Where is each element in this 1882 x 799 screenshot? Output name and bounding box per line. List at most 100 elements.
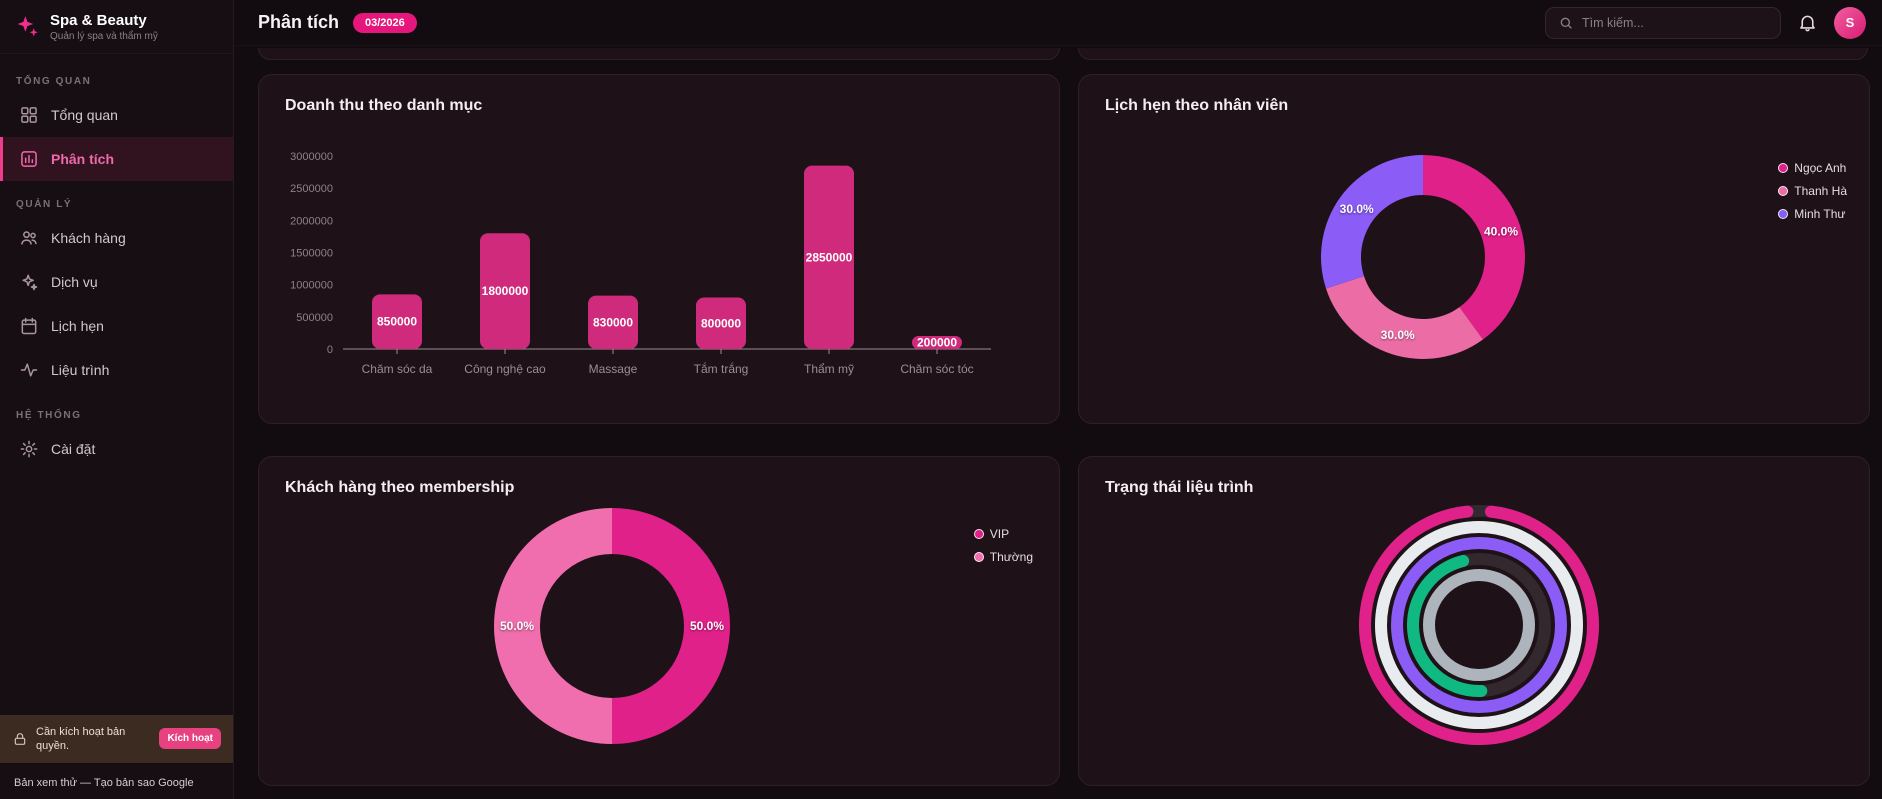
svg-text:830000: 830000 — [593, 315, 633, 329]
sidebar-item-khach-hang[interactable]: Khách hàng — [0, 216, 233, 260]
legend-label: Thường — [989, 550, 1033, 564]
revenue-bar-chart: 0 500000 1000000 1500000 2000000 2500000 30000… — [290, 151, 991, 376]
bell-icon — [1800, 15, 1815, 32]
activity-icon — [20, 363, 38, 377]
membership-card: Khách hàng theo membership 50.0% 50.0% VI… — [258, 456, 1060, 786]
staff-legend: Ngọc Anh Thanh Hà Minh Thư — [1778, 161, 1847, 221]
svg-text:850000: 850000 — [377, 315, 417, 329]
svg-text:50.0%: 50.0% — [690, 619, 724, 633]
sidebar-nav: TỔNG QUAN Tổng quan Phân tích — [0, 54, 233, 471]
scrolled-card-edge-right — [1078, 48, 1868, 60]
activate-button[interactable]: Kích hoạt — [159, 728, 221, 750]
nav-section-label-tong-quan: TỔNG QUAN — [16, 76, 92, 87]
svg-text:Công nghệ cao: Công nghệ cao — [464, 362, 546, 376]
sidebar-item-phan-tich[interactable]: Phân tích — [0, 137, 233, 181]
membership-legend: VIP Thường — [973, 527, 1033, 564]
legend-label: Thanh Hà — [1794, 184, 1847, 198]
nav-section-label-quan-ly: QUẢN LÝ — [16, 199, 73, 210]
svg-text:3000000: 3000000 — [290, 151, 333, 163]
users-icon — [21, 231, 37, 245]
content: Doanh thu theo danh mục 0 500000 1000000 15… — [234, 46, 1882, 799]
svg-text:1500000: 1500000 — [290, 248, 333, 260]
svg-text:200000: 200000 — [917, 336, 957, 350]
svg-text:Chăm sóc tóc: Chăm sóc tóc — [900, 362, 973, 376]
nav-item-label: Liệu trình — [51, 362, 110, 378]
search-input[interactable] — [1582, 15, 1768, 30]
legend-dot — [1778, 186, 1789, 196]
svg-text:0: 0 — [327, 344, 333, 356]
sidebar-item-lich-hen[interactable]: Lịch hẹn — [0, 304, 233, 348]
sidebar: Spa & Beauty Quản lý spa và thẩm mỹ TỔNG… — [0, 0, 234, 799]
nav-section-label-he-thong: HỆ THỐNG — [16, 410, 82, 421]
svg-text:Tắm trắng: Tắm trắng — [694, 361, 749, 376]
svg-text:1000000: 1000000 — [290, 280, 333, 292]
svg-text:500000: 500000 — [296, 312, 333, 324]
legend-item[interactable]: Ngọc Anh — [1778, 161, 1847, 175]
svg-text:1800000: 1800000 — [482, 284, 529, 298]
scrolled-card-edge-left — [258, 48, 1060, 60]
notifications-button[interactable] — [1797, 12, 1818, 33]
legend-dot — [973, 552, 984, 562]
membership-donut-chart: 50.0% 50.0% — [494, 508, 730, 744]
sidebar-item-lieu-trinh[interactable]: Liệu trình — [0, 348, 233, 392]
app-title: Spa & Beauty — [50, 11, 147, 29]
sidebar-item-tong-quan[interactable]: Tổng quan — [0, 93, 233, 137]
page-title: Phân tích — [258, 12, 340, 32]
app-tagline: Quản lý spa và thẩm mỹ — [50, 30, 158, 42]
topbar-right: S — [1545, 6, 1866, 39]
nav-item-label: Cài đặt — [51, 441, 96, 457]
card-title: Trạng thái liệu trình — [1105, 479, 1254, 496]
legend-label: VIP — [989, 527, 1010, 541]
calendar-icon — [21, 317, 37, 335]
svg-text:40.0%: 40.0% — [1484, 225, 1518, 239]
svg-text:30.0%: 30.0% — [1381, 328, 1415, 342]
bar-chart-icon — [21, 151, 37, 167]
card-title: Khách hàng theo membership — [285, 479, 515, 496]
nav-item-label: Khách hàng — [51, 230, 126, 246]
sidebar-item-dich-vu[interactable]: Dịch vụ — [0, 260, 233, 304]
preview-note: Bản xem thử — Tạo bản sao Google — [14, 777, 194, 790]
license-banner: Cần kích hoạt bản quyền. Kích hoạt — [0, 714, 233, 764]
svg-text:Thẩm mỹ: Thẩm mỹ — [804, 362, 854, 376]
treatment-status-card: Trạng thái liệu trình — [1078, 456, 1870, 786]
nav-item-label: Dịch vụ — [51, 274, 98, 290]
topbar: Phân tích 03/2026 S — [234, 0, 1882, 46]
sidebar-item-cai-dat[interactable]: Cài đặt — [0, 427, 233, 471]
staff-donut-chart: 40.0% 30.0% 30.0% — [1321, 155, 1525, 359]
legend-dot — [973, 529, 984, 539]
legend-item[interactable]: VIP — [973, 527, 1033, 541]
lock-icon — [14, 732, 26, 745]
revenue-by-category-card: Doanh thu theo danh mục 0 500000 1000000 15… — [258, 74, 1060, 424]
card-title: Doanh thu theo danh mục — [285, 97, 483, 114]
card-title: Lịch hẹn theo nhân viên — [1105, 97, 1289, 114]
appointments-by-staff-card: Lịch hẹn theo nhân viên 40.0% 30.0% 30.0% … — [1078, 74, 1870, 424]
status-rings-chart — [1359, 505, 1599, 745]
svg-text:Chăm sóc da: Chăm sóc da — [362, 362, 433, 376]
legend-dot — [1778, 163, 1789, 173]
legend-item[interactable]: Thường — [973, 550, 1033, 564]
legend-dot — [1778, 209, 1789, 219]
legend-item[interactable]: Minh Thư — [1778, 207, 1847, 221]
svg-text:2500000: 2500000 — [290, 183, 333, 195]
license-text: Cần kích hoạt bản quyền. — [36, 725, 126, 752]
svg-text:Massage: Massage — [589, 362, 638, 376]
legend-label: Minh Thư — [1794, 207, 1846, 221]
search-icon — [1560, 17, 1572, 29]
brand: Spa & Beauty Quản lý spa và thẩm mỹ — [0, 0, 233, 54]
sparkles-logo-icon — [17, 15, 38, 36]
search-box — [1545, 6, 1781, 39]
main: Phân tích 03/2026 S — [234, 0, 1882, 799]
legend-label: Ngọc Anh — [1794, 161, 1847, 175]
svg-text:800000: 800000 — [701, 316, 741, 330]
grid-icon — [21, 107, 37, 123]
nav-item-label: Tổng quan — [51, 107, 118, 123]
svg-text:2850000: 2850000 — [806, 250, 853, 264]
period-badge: 03/2026 — [353, 12, 417, 33]
svg-text:50.0%: 50.0% — [500, 619, 534, 633]
nav-item-label: Phân tích — [51, 151, 115, 167]
avatar[interactable]: S — [1834, 6, 1866, 39]
sparkles-icon — [22, 274, 38, 291]
legend-item[interactable]: Thanh Hà — [1778, 184, 1847, 198]
svg-text:30.0%: 30.0% — [1340, 202, 1374, 216]
